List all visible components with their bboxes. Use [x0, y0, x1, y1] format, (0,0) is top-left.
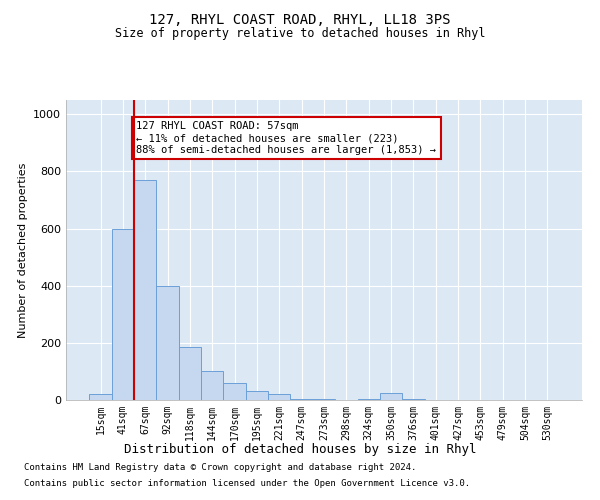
- Bar: [89, 394, 112, 400]
- Text: 127 RHYL COAST ROAD: 57sqm
← 11% of detached houses are smaller (223)
88% of sem: 127 RHYL COAST ROAD: 57sqm ← 11% of deta…: [136, 122, 436, 154]
- Bar: [157, 286, 179, 400]
- Bar: [112, 228, 134, 400]
- Bar: [358, 398, 380, 400]
- Bar: [201, 372, 223, 400]
- Bar: [380, 393, 402, 400]
- Text: Contains public sector information licensed under the Open Government Licence v3: Contains public sector information licen…: [24, 478, 470, 488]
- Bar: [313, 398, 335, 400]
- Bar: [246, 392, 268, 400]
- Bar: [179, 347, 201, 400]
- Bar: [402, 398, 425, 400]
- Bar: [134, 180, 157, 400]
- Bar: [223, 383, 246, 400]
- Text: 127, RHYL COAST ROAD, RHYL, LL18 3PS: 127, RHYL COAST ROAD, RHYL, LL18 3PS: [149, 12, 451, 26]
- Bar: [290, 398, 313, 400]
- Text: Contains HM Land Registry data © Crown copyright and database right 2024.: Contains HM Land Registry data © Crown c…: [24, 464, 416, 472]
- Y-axis label: Number of detached properties: Number of detached properties: [17, 162, 28, 338]
- Text: Size of property relative to detached houses in Rhyl: Size of property relative to detached ho…: [115, 28, 485, 40]
- Text: Distribution of detached houses by size in Rhyl: Distribution of detached houses by size …: [124, 442, 476, 456]
- Bar: [268, 394, 290, 400]
